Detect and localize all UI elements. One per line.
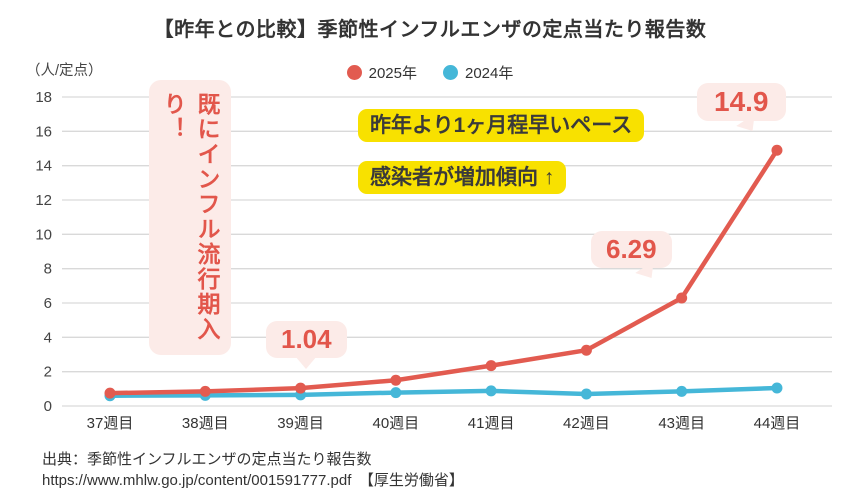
x-tick-label: 37週目 [87,415,134,432]
data-point-2025年-39週目 [295,382,307,394]
annotation-pace-note: 昨年より1ヶ月程早いペース [358,109,645,142]
page-title: 【昨年との比較】季節性インフルエンザの定点当たり報告数 [153,19,707,41]
y-tick-label: 0 [44,398,52,415]
legend-label-2025: 2025年 [368,65,417,82]
data-point-2025年-44週目 [771,144,783,156]
y-tick-label: 4 [44,329,52,346]
data-point-2025年-38週目 [199,385,211,397]
data-point-2024年-40週目 [390,387,402,399]
callout-week39-value: 1.04 [266,321,347,358]
data-point-2024年-41週目 [485,385,497,397]
x-tick-label: 40週目 [372,415,419,432]
legend-dot-2025-icon [346,65,362,80]
y-tick-label: 8 [44,261,52,278]
legend-item-2025: 2025年 [346,62,417,83]
data-point-2024年-43週目 [676,385,688,397]
legend-item-2024: 2024年 [443,62,513,83]
x-tick-label: 42週目 [563,415,610,432]
y-tick-label: 14 [35,158,52,175]
data-point-2024年-42週目 [580,388,592,400]
x-tick-label: 43週目 [658,415,705,432]
y-tick-label: 6 [44,295,52,312]
x-tick-label: 41週目 [468,415,515,432]
data-point-2025年-41週目 [485,360,497,372]
y-axis-unit-label: （人/定点） [26,63,103,79]
x-tick-label: 38週目 [182,415,229,432]
source-attribution: 出典：季節性インフルエンザの定点当たり報告数 https://www.mhlw.… [42,449,464,491]
y-tick-label: 18 [35,89,52,106]
data-point-2025年-40週目 [390,374,402,386]
source-url: https://www.mhlw.go.jp/content/001591777… [42,472,464,489]
y-tick-label: 16 [35,123,52,140]
chart-legend: 2025年 2024年 [0,62,860,83]
y-tick-label: 10 [35,226,52,243]
series-line-2024年 [107,385,780,398]
series-line-2025年 [107,147,780,396]
callout-week44-value: 14.9 [697,83,786,121]
legend-label-2024: 2024年 [465,65,514,82]
x-tick-label: 44週目 [754,415,801,432]
legend-dot-2024-icon [443,65,458,80]
annotation-increase-note: 感染者が増加傾向 ↑ [358,161,567,194]
y-tick-label: 2 [44,364,52,381]
source-title: 出典：季節性インフルエンザの定点当たり報告数 [42,451,372,468]
data-point-2024年-44週目 [771,382,783,394]
callout-week43-value: 6.29 [591,231,672,268]
data-point-2025年-37週目 [104,387,116,399]
annotation-flu-season-note: 既にインフル流行期入り！ [149,80,231,355]
x-tick-label: 39週目 [277,415,324,432]
data-point-2025年-43週目 [676,292,688,304]
y-tick-label: 12 [35,192,52,209]
data-point-2025年-42週目 [580,344,592,356]
